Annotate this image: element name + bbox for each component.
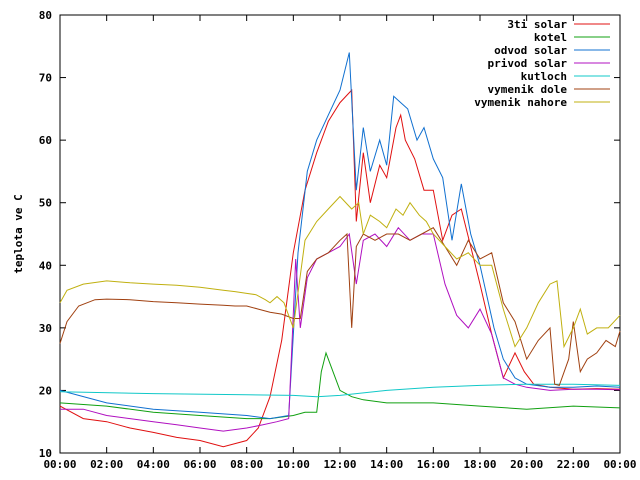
y-axis-title: teplota ve C — [12, 194, 25, 273]
y-tick-label: 30 — [39, 322, 52, 335]
x-tick-label: 00:00 — [43, 458, 76, 471]
y-tick-label: 20 — [39, 384, 52, 397]
legend-label: kotel — [534, 31, 567, 44]
x-tick-label: 12:00 — [323, 458, 356, 471]
series-line-vymenik-nahore — [59, 195, 621, 349]
series-line-privod-solar — [60, 226, 621, 432]
legend-label: 3ti solar — [507, 18, 567, 31]
legend-label: vymenik nahore — [474, 96, 567, 109]
legend-label: odvod solar — [494, 44, 567, 57]
legend-label: kutloch — [521, 70, 567, 83]
legend-label: privod solar — [488, 57, 568, 70]
x-tick-label: 10:00 — [277, 458, 310, 471]
x-axis: 00:00 02:00 04:00 06:00 08:00 10:00 12:00 14:00… — [43, 15, 637, 471]
y-tick-label: 60 — [39, 134, 52, 147]
x-tick-label: 14:00 — [370, 458, 403, 471]
series-line-kutloch — [59, 383, 621, 398]
x-tick-label: 04:00 — [137, 458, 170, 471]
x-tick-label: 18:00 — [463, 458, 496, 471]
x-tick-label: 22:00 — [557, 458, 590, 471]
y-tick-label: 50 — [39, 197, 52, 210]
y-tick-label: 70 — [39, 72, 52, 85]
x-tick-label: 00:00 — [603, 458, 636, 471]
x-tick-label: 20:00 — [510, 458, 543, 471]
series-lines — [59, 52, 621, 448]
x-tick-label: 08:00 — [230, 458, 263, 471]
x-tick-label: 16:00 — [417, 458, 450, 471]
series-line-kotel — [59, 351, 621, 420]
x-tick-label: 02:00 — [90, 458, 123, 471]
x-tick-label: 06:00 — [183, 458, 216, 471]
y-tick-label: 10 — [39, 447, 52, 460]
y-tick-label: 40 — [39, 259, 52, 272]
series-line-vymenik-dole — [59, 227, 621, 386]
y-axis: 10 20 30 40 50 60 70 80 — [39, 9, 620, 460]
legend-label: vymenik dole — [488, 83, 568, 96]
y-tick-label: 80 — [39, 9, 52, 22]
